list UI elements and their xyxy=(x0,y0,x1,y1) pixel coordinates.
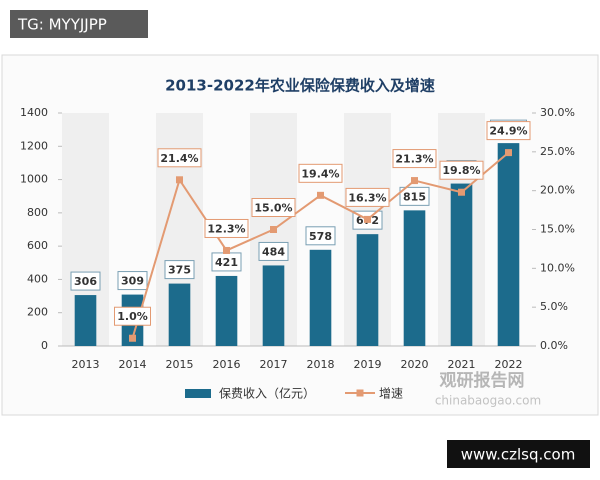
line-label: 21.4% xyxy=(160,152,198,165)
bar-label: 375 xyxy=(168,264,191,277)
watermark-name: 观研报告网 xyxy=(439,370,525,391)
y2-tick-label: 30.0% xyxy=(540,106,575,119)
bar xyxy=(74,295,97,346)
line-label-box xyxy=(157,148,202,168)
line-label-box xyxy=(486,121,531,141)
line-label: 19.4% xyxy=(301,167,339,180)
bar-label-box xyxy=(164,260,195,280)
bar-label: 309 xyxy=(121,275,144,288)
bar-label: 421 xyxy=(215,256,238,269)
line-label: 24.9% xyxy=(489,125,527,138)
bar xyxy=(497,143,520,346)
bar-label: 815 xyxy=(403,190,426,203)
y-tick-label: 800 xyxy=(27,206,48,219)
bar xyxy=(356,234,379,346)
x-tick-label: 2016 xyxy=(213,358,241,371)
site-box xyxy=(447,440,590,468)
line-marker xyxy=(129,334,136,342)
line-marker xyxy=(458,188,465,196)
line-label: 16.3% xyxy=(348,191,386,204)
bar-label-box xyxy=(258,241,289,261)
line-marker xyxy=(505,149,512,157)
line-label-box xyxy=(392,149,437,169)
y2-tick-label: 5.0% xyxy=(540,300,568,313)
line-marker xyxy=(364,215,371,223)
line-label-box xyxy=(114,306,151,326)
x-tick-label: 2014 xyxy=(119,358,147,371)
bar-label-box xyxy=(70,271,101,291)
y-tick-label: 1400 xyxy=(20,106,48,119)
legend-label: 增速 xyxy=(379,387,403,401)
y2-tick-label: 20.0% xyxy=(540,184,575,197)
legend-swatch xyxy=(356,389,364,397)
y2-tick-label: 25.0% xyxy=(540,145,575,158)
bar xyxy=(309,249,332,346)
y-tick-label: 600 xyxy=(27,239,48,252)
x-tick-label: 2022 xyxy=(495,358,523,371)
line-marker xyxy=(411,177,418,185)
bar-label-box xyxy=(399,186,430,206)
y2-tick-label: 0.0% xyxy=(540,339,568,352)
y-tick-label: 400 xyxy=(27,272,48,285)
line-label-box xyxy=(204,218,249,238)
line-label: 1.0% xyxy=(117,310,148,323)
watermark-url: chinabaogao.com xyxy=(435,394,541,408)
x-tick-label: 2015 xyxy=(166,358,194,371)
bar-label: 306 xyxy=(74,275,97,288)
bar xyxy=(450,183,473,346)
line-marker xyxy=(317,191,324,199)
y2-tick-label: 15.0% xyxy=(540,223,575,236)
site-text: www.czlsq.com xyxy=(461,446,576,464)
bar xyxy=(215,275,238,346)
x-tick-label: 2019 xyxy=(354,358,382,371)
bar xyxy=(403,210,426,346)
line-label: 19.8% xyxy=(442,164,480,177)
line-label-box xyxy=(298,163,343,183)
y-tick-label: 1000 xyxy=(20,173,48,186)
chart-title: 2013-2022年农业保险保费收入及增速 xyxy=(165,77,435,95)
bar-label-box xyxy=(305,226,336,246)
line-marker xyxy=(270,226,277,233)
y-tick-label: 1200 xyxy=(20,139,48,152)
x-tick-label: 2013 xyxy=(72,358,100,371)
bar-label: 484 xyxy=(262,245,285,258)
legend-swatch xyxy=(185,389,211,398)
x-tick-label: 2020 xyxy=(401,358,429,371)
line-label-box xyxy=(251,198,296,217)
bar xyxy=(168,283,191,346)
y-tick-label: 200 xyxy=(27,306,48,319)
legend-label: 保费收入（亿元） xyxy=(219,386,315,401)
bar-label: 578 xyxy=(309,230,332,243)
line-marker xyxy=(176,176,183,184)
y-tick-label: 0 xyxy=(41,339,48,352)
line-label: 21.3% xyxy=(395,153,433,166)
x-tick-label: 2017 xyxy=(260,358,288,371)
x-tick-label: 2021 xyxy=(448,358,476,371)
bar-label-box xyxy=(117,271,148,291)
line-label-box xyxy=(345,187,390,207)
y2-tick-label: 10.0% xyxy=(540,261,575,274)
line-marker xyxy=(223,246,230,254)
line-label: 12.3% xyxy=(207,222,245,235)
tag-box xyxy=(10,10,148,38)
line-label-box xyxy=(439,160,484,180)
x-tick-label: 2018 xyxy=(307,358,335,371)
bar xyxy=(262,265,285,346)
tag-text: TG: MYYJJPP xyxy=(17,16,107,34)
line-label: 15.0% xyxy=(254,202,292,215)
